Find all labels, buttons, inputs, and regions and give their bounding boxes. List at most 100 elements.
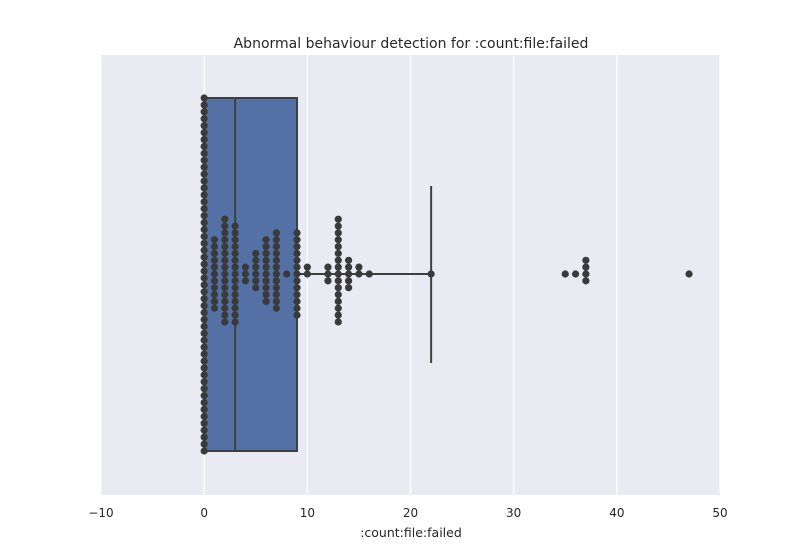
swarm-point: [200, 405, 208, 414]
swarm-point: [200, 426, 208, 434]
swarm-point: [355, 263, 363, 271]
swarm-point: [200, 295, 208, 303]
swarm-point: [582, 277, 590, 285]
swarm-point: [200, 322, 208, 331]
swarm-point: [200, 191, 208, 199]
swarm-point: [293, 304, 301, 312]
swarm-point: [293, 277, 301, 285]
x-tick-label: 20: [403, 506, 418, 520]
swarm-point: [427, 270, 435, 278]
swarm-point: [334, 263, 342, 271]
swarm-point: [293, 256, 301, 264]
swarm-point: [200, 336, 208, 344]
swarm-point: [272, 290, 280, 299]
swarm-point: [200, 392, 208, 400]
swarm-point: [272, 304, 280, 312]
swarm-point: [200, 142, 208, 151]
swarm-point: [252, 249, 260, 258]
swarm-point: [200, 101, 208, 109]
swarm-point: [334, 243, 342, 251]
swarm-point: [355, 270, 363, 278]
swarm-point: [334, 229, 342, 237]
swarm-point: [293, 270, 301, 278]
x-tick-label: −10: [88, 506, 113, 520]
swarm-point: [345, 270, 353, 278]
swarm-point: [262, 297, 270, 305]
swarm-point: [334, 249, 342, 258]
swarm-point: [210, 290, 219, 299]
swarm-point: [200, 232, 208, 241]
swarm-point: [252, 263, 260, 271]
swarm-point: [272, 297, 280, 305]
swarm-point: [334, 297, 342, 305]
swarm-point: [200, 350, 208, 358]
swarm-point: [221, 290, 229, 299]
swarm-point: [200, 329, 208, 337]
swarm-point: [221, 263, 229, 271]
swarm-point: [272, 229, 280, 237]
swarm-point: [262, 256, 270, 264]
swarm-point: [231, 290, 239, 299]
swarm-point: [231, 277, 239, 285]
swarm-point: [200, 184, 208, 192]
swarm-point: [241, 263, 250, 271]
x-tick-labels: −10 0 10 20 30 40 50: [88, 506, 727, 520]
swarm-point: [200, 94, 208, 102]
swarm-point: [262, 243, 270, 251]
swarm-point: [334, 277, 342, 285]
chart-title: Abnormal behaviour detection for :count:…: [234, 36, 589, 52]
x-tick-label: 10: [300, 506, 315, 520]
swarm-point: [221, 229, 229, 237]
swarm-point: [252, 284, 260, 292]
swarm-point: [231, 236, 239, 244]
swarm-point: [210, 277, 219, 285]
swarm-point: [221, 215, 229, 223]
swarm-point: [200, 108, 208, 116]
swarm-point: [221, 249, 229, 258]
swarm-point: [200, 308, 208, 317]
swarm-point: [241, 277, 250, 285]
swarm-point: [293, 263, 301, 271]
swarm-point: [582, 256, 590, 264]
swarm-point: [231, 263, 239, 271]
swarm-point: [200, 170, 208, 178]
swarm-point: [200, 343, 208, 351]
swarm-point: [221, 256, 229, 264]
swarm-point: [200, 398, 208, 407]
swarm-point: [200, 246, 208, 254]
swarm-point: [293, 243, 301, 251]
swarm-point: [231, 297, 239, 305]
swarm-point: [231, 229, 239, 237]
swarm-point: [221, 270, 229, 278]
swarm-point: [200, 440, 208, 448]
swarm-point: [200, 115, 208, 123]
swarm-point: [200, 129, 208, 137]
swarm-point: [365, 270, 373, 278]
swarm-point: [221, 311, 229, 319]
swarm-point: [293, 284, 301, 292]
swarm-point: [334, 290, 342, 299]
x-tick-label: 50: [712, 506, 727, 520]
swarm-point: [221, 236, 229, 244]
swarm-point: [293, 290, 301, 299]
swarm-point: [262, 290, 270, 299]
swarm-point: [345, 256, 353, 264]
swarm-point: [231, 311, 239, 319]
swarm-point: [210, 243, 219, 251]
swarm-point: [210, 270, 219, 278]
swarm-point: [345, 284, 353, 292]
swarm-point: [252, 277, 260, 285]
swarm-point: [272, 270, 280, 278]
swarm-point: [221, 222, 229, 230]
swarm-point: [324, 277, 332, 285]
swarm-point: [231, 222, 239, 230]
swarm-point: [262, 270, 270, 278]
swarm-point: [200, 288, 208, 296]
swarm-point: [210, 297, 219, 305]
swarm-point: [582, 263, 590, 271]
swarm-point: [262, 284, 270, 292]
swarm-point: [334, 222, 342, 230]
box-plot: [203, 97, 693, 452]
swarm-point: [200, 122, 208, 130]
